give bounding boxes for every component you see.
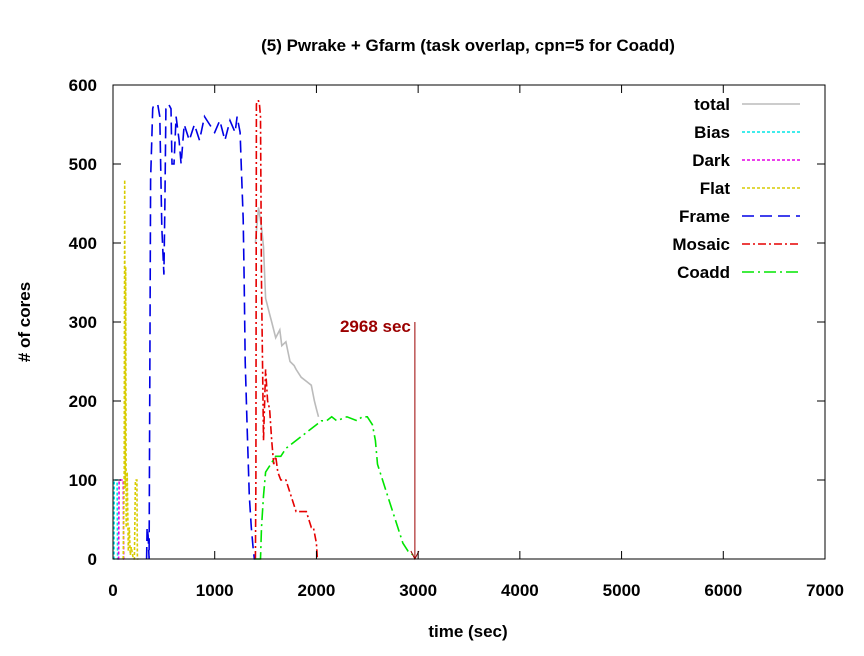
y-tick-label: 500	[69, 155, 97, 174]
legend-label-coadd: Coadd	[677, 263, 730, 282]
series-line-flat	[122, 179, 139, 560]
y-axis-label: # of cores	[15, 282, 34, 362]
x-tick-label: 1000	[196, 581, 234, 600]
x-tick-label: 5000	[603, 581, 641, 600]
x-tick-label: 2000	[298, 581, 336, 600]
annotation-layer: 2968 sec	[340, 317, 420, 561]
series-line-mosaic	[254, 100, 319, 560]
x-axis-label: time (sec)	[428, 622, 507, 641]
annotation-label: 2968 sec	[340, 317, 411, 336]
series-line-bias	[113, 479, 119, 560]
x-tick-label: 4000	[501, 581, 539, 600]
y-tick-label: 300	[69, 313, 97, 332]
ticks-layer: 0 1000 2000 3000 4000 5000 6000 7000 0 100 200 300 4…	[69, 76, 844, 600]
legend-label-flat: Flat	[700, 179, 731, 198]
legend-label-total: total	[694, 95, 730, 114]
chart-title: (5) Pwrake + Gfarm (task overlap, cpn=5 …	[261, 36, 675, 55]
y-tick-label: 400	[69, 234, 97, 253]
y-tick-label: 100	[69, 471, 97, 490]
series-line-total	[254, 207, 320, 418]
legend: total Bias Dark Flat Frame Mosaic Coadd	[672, 95, 800, 282]
legend-label-dark: Dark	[692, 151, 730, 170]
y-tick-label: 600	[69, 76, 97, 95]
y-tick-label: 200	[69, 392, 97, 411]
series-line-frame	[145, 104, 256, 560]
x-tick-label: 3000	[399, 581, 437, 600]
legend-label-mosaic: Mosaic	[672, 235, 730, 254]
x-tick-label: 6000	[704, 581, 742, 600]
series-line-coadd	[255, 415, 416, 560]
legend-label-frame: Frame	[679, 207, 730, 226]
legend-label-bias: Bias	[694, 123, 730, 142]
y-tick-label: 0	[88, 550, 97, 569]
x-tick-label: 0	[108, 581, 117, 600]
x-tick-label: 7000	[806, 581, 844, 600]
